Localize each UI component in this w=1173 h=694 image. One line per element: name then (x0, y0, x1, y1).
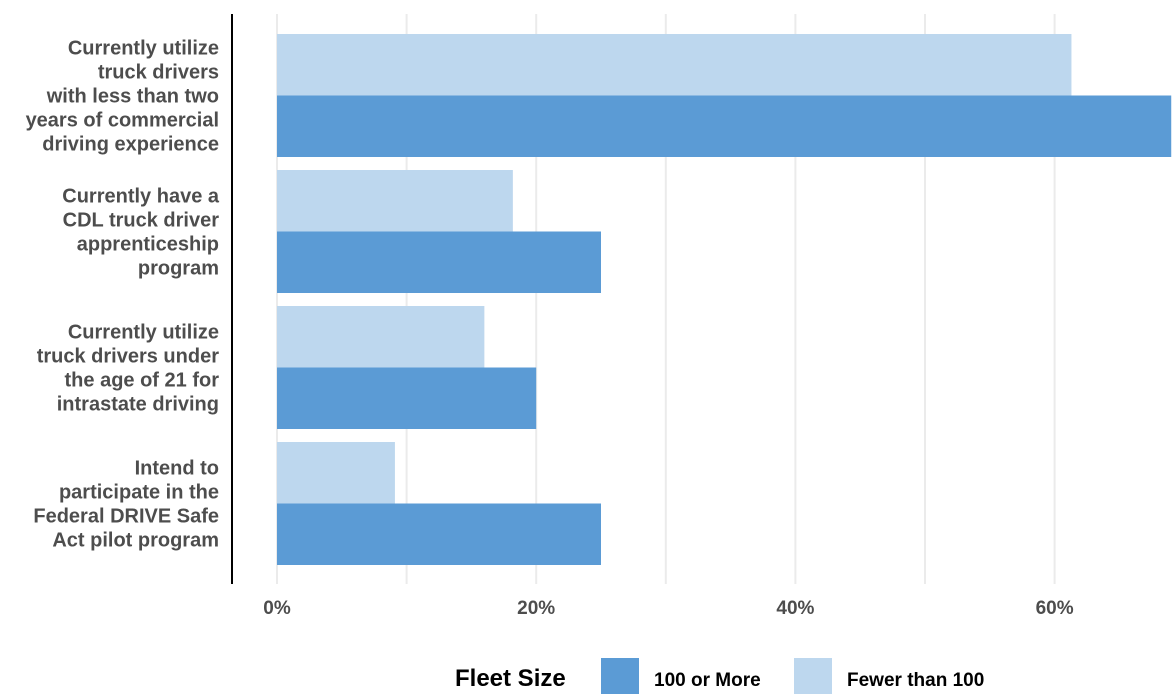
bars-layer (277, 34, 1172, 565)
category-label-line: the age of 21 for (65, 370, 220, 392)
bar-100-or-more-2 (277, 231, 601, 293)
category-label-line: intrastate driving (57, 394, 219, 416)
bar-fewer-than-100-1 (277, 34, 1072, 96)
category-label-line: Federal DRIVE Safe (33, 506, 219, 528)
category-label-line: Currently have a (62, 186, 220, 208)
legend-swatch (794, 658, 832, 694)
category-label-line: Currently utilize (68, 322, 219, 344)
category-labels: Currently utilize truck drivers with less … (26, 38, 220, 552)
legend-label: Fewer than 100 (847, 670, 984, 691)
category-label-line: participate in the (59, 482, 219, 504)
category-label-line: apprenticeship (77, 234, 219, 256)
category-label-line: with less than two (46, 86, 219, 108)
bar-fewer-than-100-3 (277, 306, 485, 368)
x-tick-label: 60% (1036, 598, 1074, 619)
tick-labels: 0% 20% 40% 60% (263, 598, 1073, 619)
x-tick-label: 0% (263, 598, 291, 619)
legend: Fleet Size 100 or More Fewer than 100 (455, 658, 984, 694)
bar-fewer-than-100-4 (277, 442, 395, 504)
category-label-line: Currently utilize (68, 38, 219, 60)
bar-fewer-than-100-2 (277, 170, 513, 232)
bar-100-or-more-1 (277, 95, 1172, 157)
category-label-line: program (138, 258, 219, 280)
x-tick-label: 20% (517, 598, 555, 619)
category-label-line: driving experience (42, 134, 219, 156)
category-label-line: Intend to (135, 458, 219, 480)
category-label-line: truck drivers (98, 62, 219, 84)
category-label-line: CDL truck driver (63, 210, 220, 232)
bar-100-or-more-4 (277, 503, 601, 565)
category-label: Currently utilize truck drivers under the … (37, 322, 220, 416)
category-label: Currently have a CDL truck driver apprenti… (62, 186, 220, 280)
legend-swatch (601, 658, 639, 694)
bar-100-or-more-3 (277, 367, 537, 429)
category-label-line: truck drivers under (37, 346, 220, 368)
legend-label: 100 or More (654, 670, 761, 691)
x-tick-label: 40% (776, 598, 814, 619)
category-label: Currently utilize truck drivers with less … (26, 38, 219, 156)
category-label-line: Act pilot program (52, 530, 219, 552)
legend-entries: 100 or More Fewer than 100 (601, 658, 984, 694)
category-label: Intend to participate in the Federal DRIVE… (33, 458, 219, 552)
category-label-line: years of commercial (26, 110, 219, 132)
legend-title: Fleet Size (455, 665, 566, 692)
